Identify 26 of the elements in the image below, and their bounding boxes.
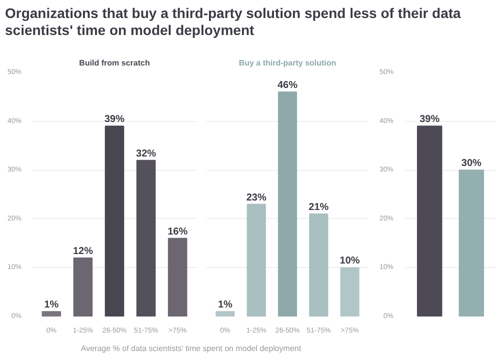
chart-subtitle: Buy a third-party solution (238, 58, 336, 68)
bar (73, 257, 93, 316)
data-label: 1% (218, 300, 233, 311)
x-axis-title: Average % of data scientists' time spent on model deployment (80, 343, 302, 354)
bar (42, 311, 62, 316)
data-label: 10% (340, 256, 360, 267)
text: Organizations that buy a third-party solution spend less of their data scientists' time on model deployment (5, 5, 462, 39)
data-label: 32% (136, 148, 156, 160)
data-label: 21% (308, 202, 329, 214)
data-label: 39% (420, 114, 440, 126)
bar (168, 238, 188, 316)
data-label: 30% (461, 158, 482, 170)
data-label: 16% (168, 226, 188, 238)
bar (340, 267, 360, 316)
data-label: 1% (44, 300, 59, 311)
data-label: 39% (104, 114, 125, 126)
chart-subtitle: Build from scratch (79, 58, 150, 68)
bar (246, 204, 266, 316)
data-label: 23% (246, 192, 266, 204)
bar (278, 92, 298, 316)
bar (216, 311, 235, 316)
bar (136, 160, 156, 316)
data-label: 46% (277, 80, 298, 92)
bar (309, 214, 328, 316)
data-label: 12% (72, 246, 94, 257)
bar (104, 126, 124, 316)
